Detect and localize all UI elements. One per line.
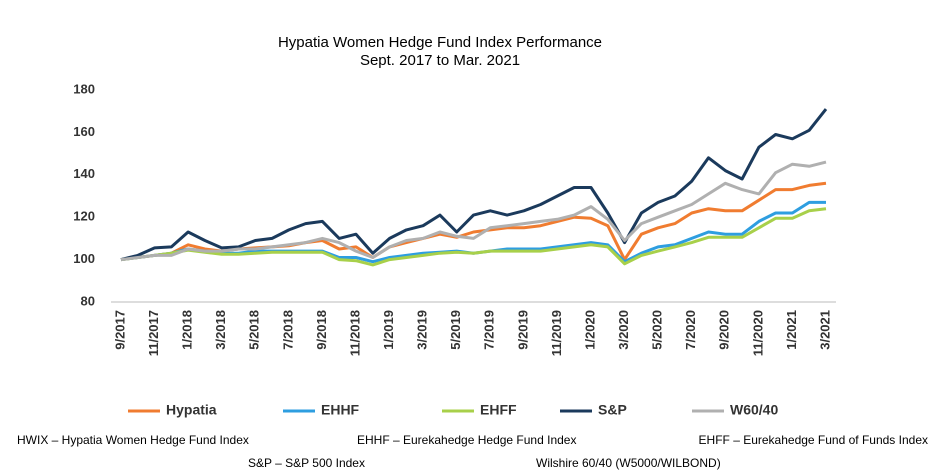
series-line <box>120 207 827 267</box>
footnote: EHHF – Eurekahedge Hedge Fund Index <box>357 433 576 447</box>
y-tick-label: 120 <box>73 209 95 224</box>
x-tick-label: 11/2017 <box>146 310 161 356</box>
chart-title: Hypatia Women Hedge Fund Index Performan… <box>278 34 602 51</box>
x-tick-label: 5/2019 <box>448 310 463 350</box>
legend-label: S&P <box>598 402 627 418</box>
x-tick-label: 7/2019 <box>482 310 497 350</box>
x-tick-label: 9/2018 <box>314 310 329 350</box>
x-tick-label: 11/2020 <box>750 310 765 356</box>
y-tick-label: 80 <box>81 293 95 308</box>
x-tick-label: 9/2017 <box>112 310 127 350</box>
x-tick-label: 7/2018 <box>280 310 295 350</box>
x-tick-label: 1/2019 <box>381 310 396 350</box>
x-tick-label: 7/2020 <box>683 310 698 350</box>
y-tick-label: 180 <box>73 81 95 96</box>
x-tick-label: 3/2019 <box>415 310 430 350</box>
series-line <box>120 108 828 262</box>
legend-label: EHHF <box>321 402 360 418</box>
y-tick-label: 100 <box>73 251 95 266</box>
x-tick-label: 3/2018 <box>213 310 228 350</box>
x-tick-label: 5/2020 <box>650 310 665 350</box>
x-tick-label: 9/2020 <box>717 310 732 350</box>
x-tick-label: 3/2020 <box>616 310 631 350</box>
footnote: S&P – S&P 500 Index <box>248 456 365 470</box>
x-tick-label: 1/2020 <box>582 310 597 350</box>
y-tick-label: 160 <box>73 124 95 139</box>
legend-label: EHFF <box>480 402 517 418</box>
x-tick-label: 1/2021 <box>784 310 799 350</box>
footnote: Wilshire 60/40 (W5000/WILBOND) <box>536 456 721 470</box>
x-tick-label: 11/2018 <box>347 310 362 356</box>
x-tick-label: 11/2019 <box>549 310 564 356</box>
x-tick-label: 5/2018 <box>247 310 262 350</box>
x-tick-label: 1/2018 <box>180 310 195 350</box>
legend-label: W60/40 <box>730 402 778 418</box>
series-line <box>120 160 827 262</box>
y-tick-label: 140 <box>73 166 95 181</box>
footnote: EHFF – Eurekahedge Fund of Funds Index <box>699 433 928 447</box>
legend-label: Hypatia <box>166 402 217 418</box>
x-tick-label: 3/2021 <box>817 310 832 350</box>
chart-subtitle: Sept. 2017 to Mar. 2021 <box>360 52 520 69</box>
footnote: HWIX – Hypatia Women Hedge Fund Index <box>17 433 249 447</box>
x-tick-label: 9/2019 <box>515 310 530 350</box>
